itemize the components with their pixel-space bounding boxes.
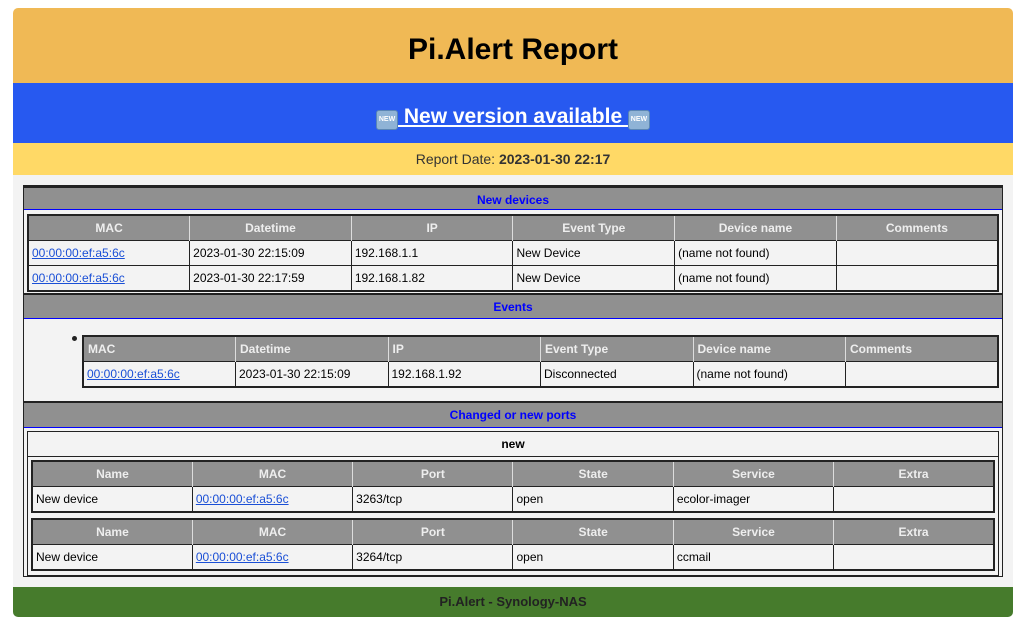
cell: New Device (512, 240, 676, 266)
bullet-icon (72, 336, 77, 341)
cell: 2023-01-30 22:15:09 (189, 240, 352, 266)
cell: ecolor-imager (672, 486, 835, 513)
header-row: Name MAC Port State Service Extra (32, 519, 995, 545)
column-header: MAC (192, 461, 354, 487)
cell: Disconnected (540, 361, 694, 388)
cell (835, 240, 999, 266)
column-header: IP (351, 215, 514, 241)
report-date: Report Date: 2023-01-30 22:17 (13, 143, 1013, 175)
mac-link[interactable]: 00:00:00:ef:a5:6c (87, 367, 180, 381)
cell: New device (31, 544, 193, 571)
column-header: State (512, 519, 674, 545)
cell (833, 544, 995, 571)
report-table: New devices MAC Datetime IP Event Type Devic… (23, 185, 1003, 577)
column-header: Name (32, 519, 193, 545)
mac-link[interactable]: 00:00:00:ef:a5:6c (32, 271, 125, 285)
cell: 00:00:00:ef:a5:6c (191, 544, 354, 571)
cell: 192.168.1.92 (387, 361, 541, 388)
header-row: MAC Datetime IP Event Type Device name Commen… (83, 336, 999, 362)
mac-link[interactable]: 00:00:00:ef:a5:6c (32, 246, 125, 260)
section-events: Events (24, 293, 1002, 319)
column-header: Datetime (189, 215, 352, 241)
column-header: MAC (83, 336, 236, 362)
column-header: Extra (833, 519, 995, 545)
column-header: Name (32, 461, 193, 487)
column-header: Service (673, 461, 835, 487)
page-title: Pi.Alert Report (13, 8, 1013, 83)
column-header: IP (388, 336, 541, 362)
section-new-devices: New devices (24, 186, 1002, 210)
cell: 2023-01-30 22:15:09 (235, 361, 389, 388)
table-row: New device 00:00:00:ef:a5:6c 3264/tcp open c… (31, 544, 995, 571)
table-row: 00:00:00:ef:a5:6c 2023-01-30 22:17:59 192.… (27, 265, 999, 292)
table-row: New device 00:00:00:ef:a5:6c 3263/tcp open e… (31, 486, 995, 513)
cell: 00:00:00:ef:a5:6c (191, 486, 354, 513)
cell: 192.168.1.1 (350, 240, 514, 266)
cell: ccmail (672, 544, 835, 571)
cell: 00:00:00:ef:a5:6c (27, 240, 191, 266)
footer: Pi.Alert - Synology-NAS (13, 587, 1013, 617)
report-body: New devices MAC Datetime IP Event Type Devic… (13, 175, 1013, 587)
cell: (name not found) (692, 361, 846, 388)
column-header: Extra (833, 461, 995, 487)
column-header: Device name (693, 336, 846, 362)
cell (845, 361, 999, 388)
mac-link[interactable]: 00:00:00:ef:a5:6c (195, 550, 289, 564)
new-version-link[interactable]: NEW New version available NEW (376, 105, 650, 130)
mac-link[interactable]: 00:00:00:ef:a5:6c (195, 492, 289, 506)
column-header: Event Type (512, 215, 676, 241)
ports-table: Name MAC Port State Service Extra New device 00… (31, 518, 995, 571)
table-row: 00:00:00:ef:a5:6c 2023-01-30 22:15:09 192.… (27, 240, 999, 266)
cell: 00:00:00:ef:a5:6c (27, 265, 191, 292)
cell: 192.168.1.82 (350, 265, 514, 292)
header-row: MAC Datetime IP Event Type Device name Commen… (28, 215, 999, 241)
column-header: MAC (192, 519, 354, 545)
new-icon: NEW (376, 110, 399, 130)
column-header: Datetime (235, 336, 389, 362)
cell: open (512, 486, 674, 513)
report-date-value: 2023-01-30 22:17 (498, 151, 611, 167)
header-row: Name MAC Port State Service Extra (32, 461, 995, 487)
section-ports: Changed or new ports (24, 401, 1002, 428)
cell: (name not found) (674, 240, 837, 266)
cell (833, 486, 995, 513)
ports-table: Name MAC Port State Service Extra New device 00… (31, 460, 995, 513)
column-header: Comments (845, 336, 999, 362)
update-banner: NEW New version available NEW (13, 83, 1013, 143)
cell: 2023-01-30 22:17:59 (189, 265, 352, 292)
column-header: Port (352, 461, 514, 487)
report-date-label: Report Date: (415, 151, 499, 167)
report: Pi.Alert Report NEW New version availabl… (13, 8, 1013, 617)
cell: (name not found) (674, 265, 837, 292)
column-header: Device name (674, 215, 837, 241)
column-header: Port (352, 519, 514, 545)
cell: 00:00:00:ef:a5:6c (82, 361, 236, 388)
cell: 3264/tcp (352, 544, 514, 571)
column-header: Service (673, 519, 835, 545)
column-header: Event Type (540, 336, 694, 362)
ports-group-label: new (28, 432, 998, 457)
new-icon: NEW (627, 110, 650, 130)
ports-group: new Name MAC Port State Service Extra New devi… (27, 431, 999, 576)
cell: 3263/tcp (352, 486, 514, 513)
cell: New Device (512, 265, 676, 292)
new-devices-table: MAC Datetime IP Event Type Device name Commen… (27, 214, 999, 292)
column-header: MAC (28, 215, 191, 241)
cell: New device (31, 486, 193, 513)
table-row: 00:00:00:ef:a5:6c 2023-01-30 22:15:09 192.… (82, 361, 999, 388)
column-header: State (512, 461, 674, 487)
cell: open (512, 544, 674, 571)
events-table: MAC Datetime IP Event Type Device name Commen… (82, 335, 999, 388)
cell (835, 265, 999, 292)
column-header: Comments (836, 215, 999, 241)
new-version-label: New version available (398, 105, 628, 128)
